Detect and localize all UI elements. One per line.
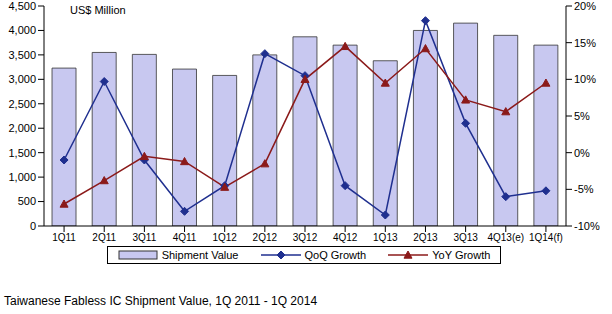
svg-text:4,000: 4,000	[8, 24, 36, 36]
svg-text:10%: 10%	[574, 73, 596, 85]
svg-text:4Q11: 4Q11	[173, 232, 197, 243]
svg-text:3,000: 3,000	[8, 73, 36, 85]
svg-text:5%: 5%	[574, 110, 590, 122]
html-text:YoY Growth: YoY Growth	[432, 249, 491, 261]
svg-text:2Q12: 2Q12	[253, 232, 278, 243]
svg-text:2Q11: 2Q11	[92, 232, 116, 243]
svg-text:3Q12: 3Q12	[293, 232, 318, 243]
svg-text:4Q13(e): 4Q13(e)	[487, 232, 524, 243]
svg-text:2,000: 2,000	[8, 122, 36, 134]
html-text:QoQ Growth: QoQ Growth	[304, 249, 367, 261]
svg-text:1Q14(f): 1Q14(f)	[529, 232, 563, 243]
svg-text:2,500: 2,500	[8, 98, 36, 110]
svg-text:20%: 20%	[574, 0, 596, 12]
svg-text:500: 500	[18, 195, 36, 207]
svg-text:3,500: 3,500	[8, 49, 36, 61]
svg-text:-10%: -10%	[574, 220, 600, 232]
svg-text:3Q11: 3Q11	[133, 232, 157, 243]
svg-text:4,500: 4,500	[8, 0, 36, 12]
html-text:Shipment Value: Shipment Value	[161, 249, 239, 261]
svg-text:-5%: -5%	[574, 183, 594, 195]
svg-text:1,000: 1,000	[8, 171, 36, 183]
svg-text:4Q12: 4Q12	[333, 232, 358, 243]
html-text:US$ Million: US$ Million	[70, 4, 126, 16]
svg-text:2Q13: 2Q13	[413, 232, 438, 243]
svg-text:1Q12: 1Q12	[212, 232, 237, 243]
svg-text:0%: 0%	[574, 147, 590, 159]
svg-text:1Q11: 1Q11	[52, 232, 76, 243]
svg-text:1Q13: 1Q13	[373, 232, 398, 243]
svg-text:3Q13: 3Q13	[453, 232, 478, 243]
svg-text:15%: 15%	[574, 37, 596, 49]
html-text:Taiwanese Fabless IC Shipment: Taiwanese Fabless IC Shipment Value, 1Q …	[4, 294, 318, 308]
svg-text:1,500: 1,500	[8, 147, 36, 159]
svg-text:0: 0	[30, 220, 36, 232]
